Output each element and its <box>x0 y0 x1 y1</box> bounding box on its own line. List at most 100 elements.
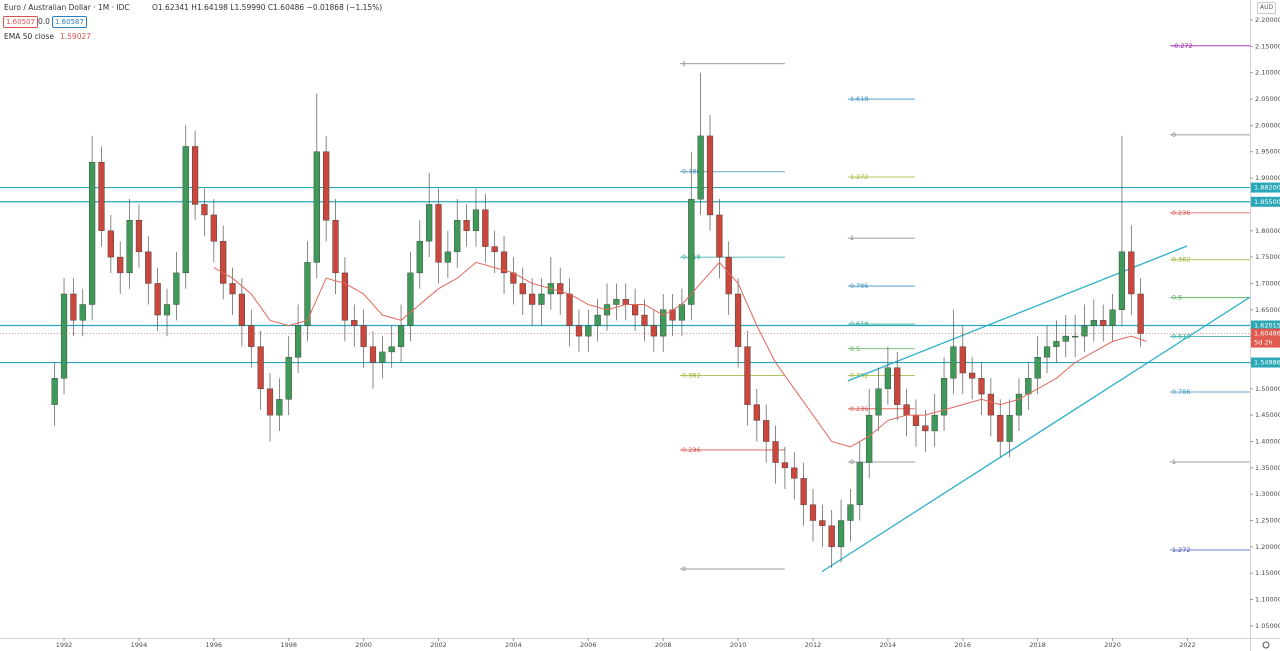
candle-body <box>107 230 114 258</box>
fib-label: -0.272 <box>1172 42 1193 50</box>
candle-body <box>1015 393 1023 416</box>
candle-body <box>220 241 227 284</box>
candle-body <box>351 320 358 326</box>
x-tick-label: 2002 <box>430 641 447 649</box>
y-tick-label: 1.90000 <box>1255 174 1280 182</box>
symbol-title: Euro / Australian Dollar · 1M · IDC <box>4 3 130 12</box>
candle-body <box>594 314 601 326</box>
y-tick-label: 2.10000 <box>1255 69 1280 77</box>
candle-body <box>201 204 208 216</box>
y-tick-label: 1.65000 <box>1255 306 1280 314</box>
y-tick-label: 1.15000 <box>1255 569 1280 577</box>
candle-body <box>1118 251 1126 310</box>
candle-body <box>1090 320 1097 326</box>
y-tick-label: 1.70000 <box>1255 279 1280 287</box>
candle-body <box>1043 346 1051 358</box>
spread: 0.0 <box>38 17 50 26</box>
y-tick-label: 1.10000 <box>1255 596 1280 604</box>
currency-label[interactable]: AUD <box>1257 2 1277 14</box>
fib-label: 0.236 <box>850 405 869 413</box>
x-tick-label: 2008 <box>655 641 672 649</box>
candle-body <box>566 293 573 326</box>
candle-body <box>837 520 845 548</box>
fib-label: 0.5 <box>1172 294 1182 302</box>
candle-body <box>369 346 377 363</box>
plot-area: 1 0.786 0.618 0.382 0.236 0 1.618 1.272 1 0.786 0.… <box>0 42 1250 573</box>
ohlc-readout: O1.62341 H1.64198 L1.59990 C1.60486 −0.0… <box>152 3 383 12</box>
candle-body <box>912 414 920 426</box>
ask-box[interactable]: 1.60587 <box>52 16 87 28</box>
bid-box[interactable]: 1.60507 <box>3 16 38 28</box>
indicator-value: 1.59027 <box>60 32 92 41</box>
y-tick-label: 2.20000 <box>1255 16 1280 24</box>
candle-body <box>884 367 891 390</box>
x-tick-label: 2012 <box>805 641 822 649</box>
fib-label: 0.618 <box>850 320 869 328</box>
candle-body <box>950 346 957 379</box>
candle-body <box>800 478 807 505</box>
fib-label: 0 <box>1172 131 1176 139</box>
indicator-name: EMA 50 close <box>4 32 54 41</box>
candle-body <box>856 462 863 505</box>
fib-label: 0.382 <box>682 372 701 380</box>
candle-body <box>903 404 910 416</box>
settings-icon[interactable] <box>1262 641 1270 649</box>
fib-label: 0 <box>850 458 854 466</box>
candle-body <box>341 272 348 321</box>
x-tick-label: 2018 <box>1029 641 1046 649</box>
x-tick-label: 1994 <box>131 641 148 649</box>
candle-body <box>1137 293 1144 334</box>
candle-body <box>753 404 760 421</box>
y-tick-label: 1.30000 <box>1255 490 1280 498</box>
candle-body <box>1034 356 1041 379</box>
y-tick-label: 1.05000 <box>1255 622 1280 630</box>
candle-body <box>117 256 124 274</box>
candle-body <box>304 262 311 326</box>
fib-label: 0 <box>682 565 686 573</box>
candle-body <box>397 325 405 347</box>
candle-body <box>809 504 817 521</box>
level-label: 1.88200 <box>1254 184 1280 192</box>
candle-body <box>622 299 629 305</box>
candle-body <box>229 283 236 295</box>
candle-body <box>173 272 180 305</box>
candle-body <box>828 525 835 548</box>
candle-body <box>463 220 470 231</box>
level-label-box <box>1251 196 1280 207</box>
x-tick-label: 2016 <box>955 641 972 649</box>
y-tick-label: 2.15000 <box>1255 42 1280 50</box>
candle-body <box>585 325 592 337</box>
level-label: 1.85500 <box>1254 198 1280 206</box>
y-tick-label: 1.25000 <box>1255 517 1280 525</box>
y-tick-label: 1.45000 <box>1255 411 1280 419</box>
candle-body <box>557 283 564 295</box>
candle-body <box>519 283 526 295</box>
fib-label: 1 <box>850 234 854 242</box>
x-tick-label: 2022 <box>1179 641 1196 649</box>
x-tick-label: 2004 <box>505 641 522 649</box>
x-tick-label: 2000 <box>355 641 372 649</box>
level-label-box <box>1251 182 1280 193</box>
candle-body <box>875 388 882 416</box>
candle-body <box>472 209 480 231</box>
candle-body <box>734 293 742 347</box>
candle-body <box>135 220 143 253</box>
candle-body <box>1100 320 1107 326</box>
candle-body <box>744 346 751 405</box>
candle-body <box>931 414 938 432</box>
x-tick-label: 1992 <box>56 641 73 649</box>
last-price-box <box>1251 328 1280 348</box>
fib-label: 1.272 <box>850 173 869 181</box>
candle-body <box>126 220 133 274</box>
y-tick-label: 1.95000 <box>1255 148 1280 156</box>
candle-body <box>426 204 433 242</box>
candle-body <box>575 325 583 337</box>
fib-label: 0.786 <box>850 282 869 290</box>
candle-body <box>238 293 246 326</box>
candle-body <box>716 214 723 258</box>
candle-body <box>1053 341 1060 347</box>
candle-body <box>660 309 667 337</box>
candle-body <box>70 293 77 321</box>
candle-body <box>697 135 704 200</box>
countdown: 5d 2h <box>1254 339 1273 347</box>
